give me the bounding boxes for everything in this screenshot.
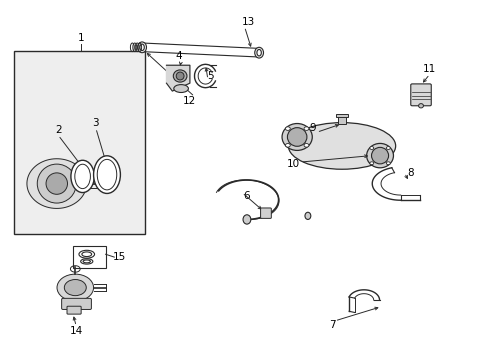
Circle shape [369,147,373,149]
Text: 4: 4 [175,51,182,61]
Ellipse shape [81,252,91,257]
Text: 9: 9 [309,123,315,133]
Ellipse shape [371,147,388,164]
Bar [337,116,345,125]
Text: 7: 7 [328,320,335,330]
Text: 15: 15 [112,252,125,262]
Ellipse shape [176,72,183,80]
Text: 6: 6 [243,191,250,201]
Ellipse shape [418,104,423,108]
Ellipse shape [83,260,90,263]
Ellipse shape [75,164,90,189]
FancyBboxPatch shape [14,51,144,234]
Ellipse shape [37,164,76,203]
Text: 5: 5 [206,71,213,81]
Circle shape [386,162,389,165]
FancyBboxPatch shape [61,298,91,310]
Ellipse shape [243,215,250,224]
Ellipse shape [305,212,310,220]
Text: 3: 3 [92,118,99,128]
Circle shape [386,147,389,149]
Ellipse shape [366,143,393,168]
Text: 8: 8 [406,168,413,178]
Ellipse shape [57,274,93,301]
Ellipse shape [288,123,395,169]
Ellipse shape [64,279,86,296]
Bar [73,246,105,268]
Polygon shape [166,65,189,91]
Text: 12: 12 [183,96,196,106]
Ellipse shape [140,44,144,50]
Bar [335,114,347,117]
Ellipse shape [173,70,186,82]
Text: 14: 14 [69,325,83,336]
Ellipse shape [97,159,117,190]
Polygon shape [27,159,86,208]
FancyBboxPatch shape [260,208,271,219]
Ellipse shape [93,156,120,193]
Text: 13: 13 [241,17,255,27]
Ellipse shape [173,85,188,93]
Ellipse shape [256,49,261,56]
Text: 1: 1 [78,33,84,43]
FancyBboxPatch shape [67,306,81,314]
Ellipse shape [81,259,93,264]
Ellipse shape [71,160,94,193]
Ellipse shape [287,128,306,146]
Ellipse shape [79,250,94,258]
Circle shape [285,144,290,147]
Ellipse shape [282,123,312,150]
Text: 2: 2 [55,125,61,135]
Circle shape [304,127,308,130]
Text: 10: 10 [286,159,299,169]
Circle shape [369,162,373,165]
Circle shape [285,127,290,130]
FancyBboxPatch shape [410,84,430,106]
Circle shape [304,144,308,147]
Ellipse shape [254,47,263,58]
Text: 11: 11 [422,64,435,74]
Ellipse shape [46,173,67,194]
Ellipse shape [138,42,146,53]
